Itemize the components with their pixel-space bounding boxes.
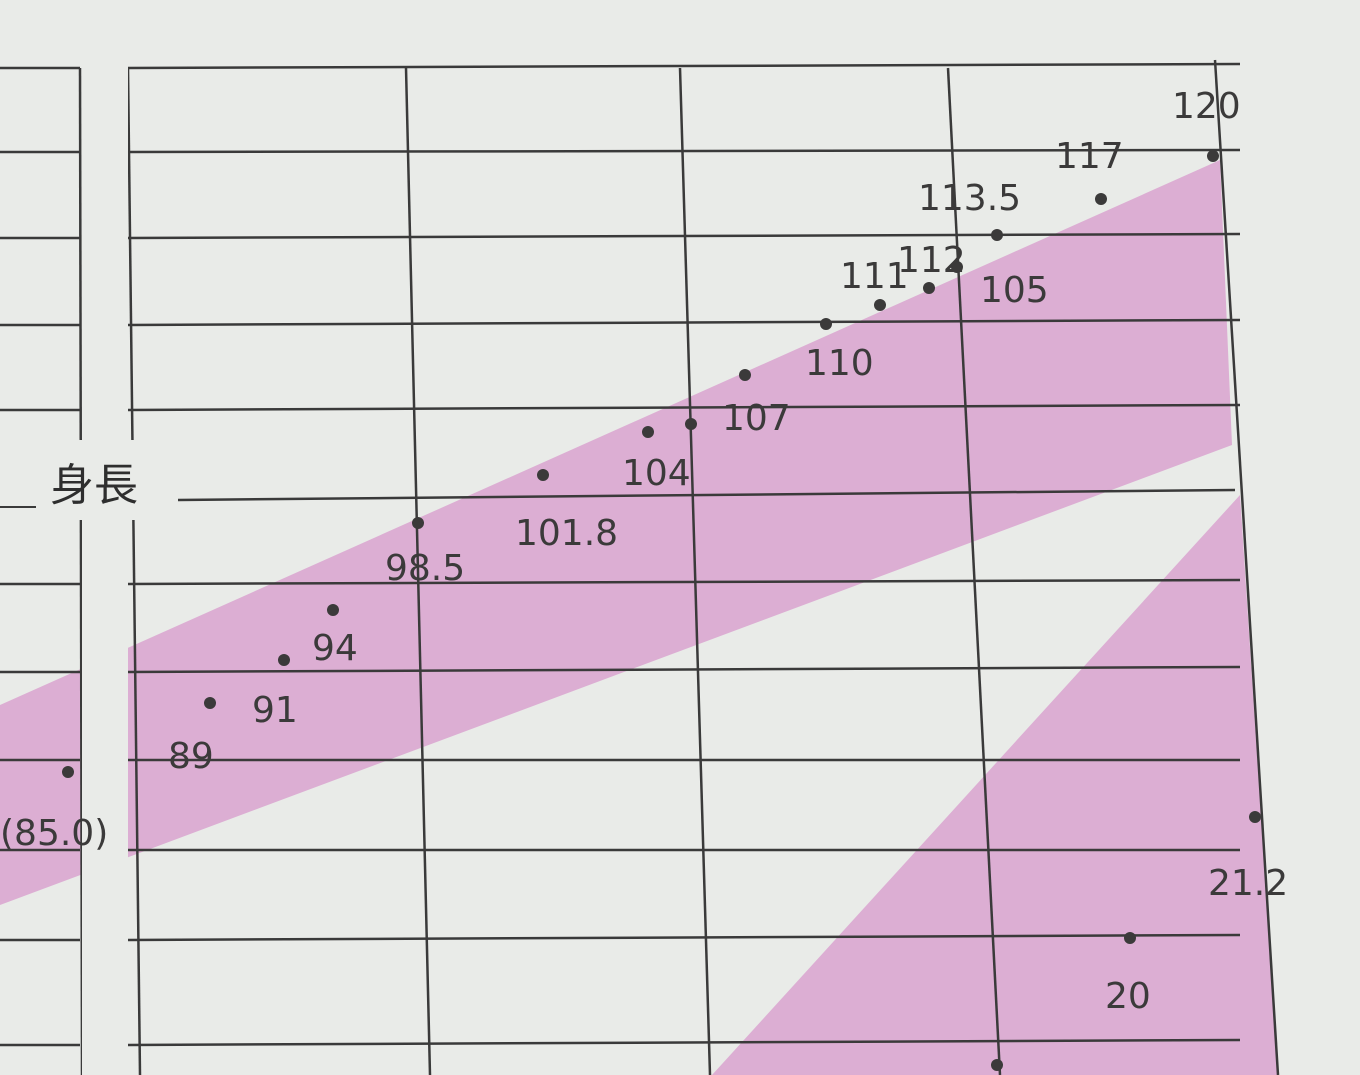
chart-grid <box>0 59 1280 1075</box>
grid-line-horizontal <box>127 578 1241 586</box>
height-annotation: 120 <box>1172 86 1241 127</box>
height-point <box>739 369 751 381</box>
height-point <box>991 229 1003 241</box>
height-axis-label-group: 身長 <box>0 440 178 520</box>
data-points <box>62 150 1261 1071</box>
height-point <box>327 604 339 616</box>
grid-line-horizontal <box>127 403 1241 412</box>
height-point <box>1207 150 1219 162</box>
height-point <box>537 469 549 481</box>
height-point <box>204 697 216 709</box>
reference-bands <box>0 160 1278 1075</box>
grid-line-horizontal <box>127 62 1241 70</box>
label-backdrop <box>38 440 178 520</box>
height-point <box>820 318 832 330</box>
height-annotation: 110 <box>805 343 874 384</box>
height-annotation: 113.5 <box>918 178 1021 219</box>
column-gap <box>82 68 128 1075</box>
height-point <box>412 517 424 529</box>
height-annotation: 94 <box>312 628 358 669</box>
height-annotation: 104 <box>622 453 691 494</box>
grid-line-vertical <box>126 67 142 1075</box>
height-point <box>923 282 935 294</box>
height-point <box>62 766 74 778</box>
height-annotation: 112 <box>897 240 966 281</box>
grid-line-vertical <box>1213 59 1280 1075</box>
weight-point <box>1249 811 1261 823</box>
height-annotation: 105 <box>980 270 1049 311</box>
height-point <box>1095 193 1107 205</box>
height-annotation: 107 <box>722 398 791 439</box>
grid-line-horizontal <box>127 148 1241 154</box>
grid-line-horizontal <box>127 665 1241 674</box>
grid-line-horizontal <box>127 933 1241 942</box>
weight-annotation: 20 <box>1105 976 1151 1017</box>
height-annotation: 111 <box>840 256 909 297</box>
grid-line-horizontal <box>127 232 1241 240</box>
grid-line-horizontal <box>127 318 1241 327</box>
weight-point <box>991 1059 1003 1071</box>
height-annotation: 101.8 <box>515 513 618 554</box>
grid-line-horizontal <box>127 1038 1241 1047</box>
height-point <box>874 299 886 311</box>
height-reference-band <box>0 160 1232 905</box>
height-axis-label: 身長 <box>50 460 138 511</box>
height-point <box>642 426 654 438</box>
height-annotation: 117 <box>1055 136 1124 177</box>
height-annotation: 98.5 <box>385 548 465 589</box>
weight-point <box>1124 932 1136 944</box>
height-annotation: 89 <box>168 736 214 777</box>
height-point <box>278 654 290 666</box>
height-point <box>685 418 697 430</box>
grid-line-horizontal <box>177 488 1236 502</box>
height-annotation: (85.0) <box>0 813 108 854</box>
grid-line-vertical <box>78 67 84 1075</box>
weight-annotation: 21.2 <box>1208 863 1288 904</box>
height-annotation: 91 <box>252 690 298 731</box>
weight-reference-band <box>712 495 1278 1075</box>
height-point <box>951 261 963 273</box>
